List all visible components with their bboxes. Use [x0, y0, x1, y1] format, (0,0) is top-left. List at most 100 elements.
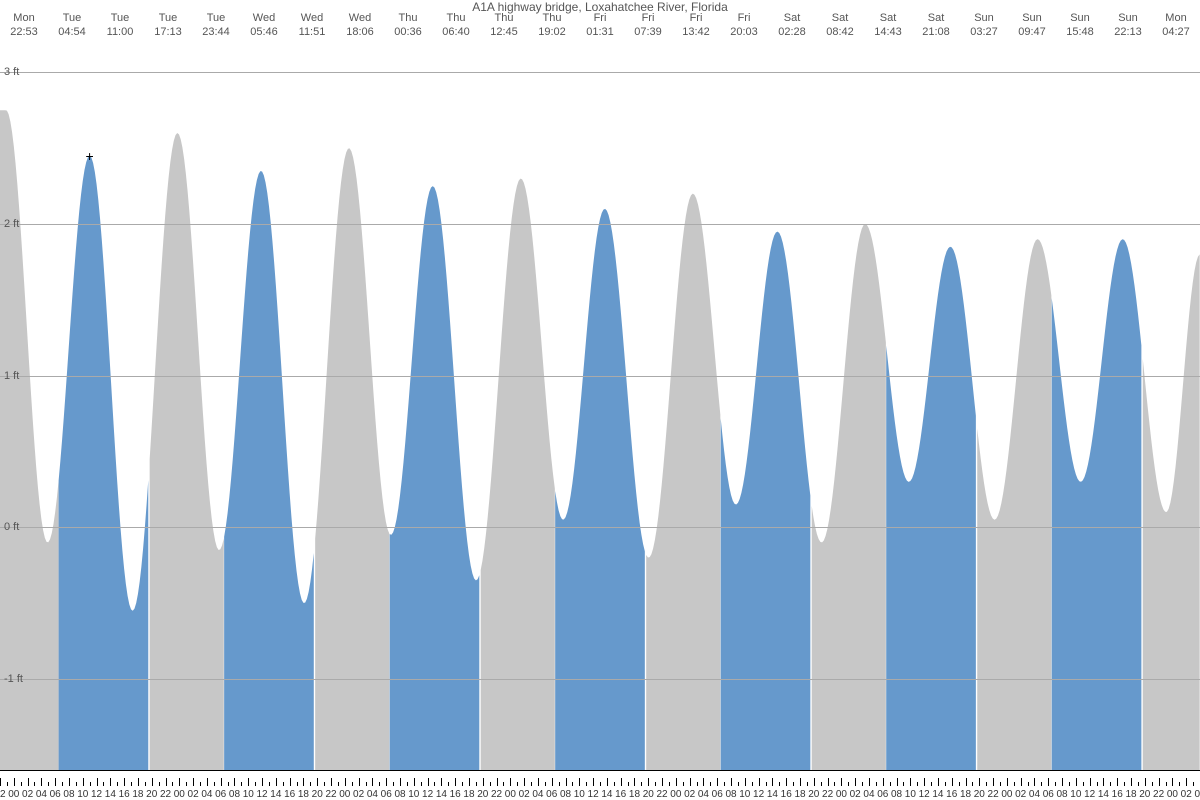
x-minor-tick [448, 782, 449, 786]
x-major-tick [745, 778, 746, 786]
x-major-tick [221, 778, 222, 786]
x-minor-tick [1152, 782, 1153, 786]
x-minor-tick [366, 782, 367, 786]
x-axis-baseline [0, 770, 1200, 771]
x-tick-label: 00 [1167, 789, 1178, 800]
gridline [0, 527, 1200, 528]
x-major-tick [841, 778, 842, 786]
x-tick-label: 10 [77, 789, 88, 800]
x-tick-label: 14 [270, 789, 281, 800]
x-tick-label: 08 [1057, 789, 1068, 800]
x-major-tick [759, 778, 760, 786]
header-day-cell: Mon [1152, 12, 1200, 24]
x-tick-label: 20 [312, 789, 323, 800]
x-minor-tick [959, 782, 960, 786]
x-tick-label: 06 [546, 789, 557, 800]
x-minor-tick [283, 782, 284, 786]
x-tick-label: 02 [188, 789, 199, 800]
y-tick-label: 1 ft [4, 370, 19, 382]
x-minor-tick [600, 782, 601, 786]
x-minor-tick [200, 782, 201, 786]
x-tick-label: 02 [1181, 789, 1192, 800]
x-minor-tick [876, 782, 877, 786]
header-times-row: 22:5304:5411:0017:1323:4405:4611:5118:06… [0, 26, 1200, 38]
header-day-cell: Sun [960, 12, 1008, 24]
x-tick-label: 18 [629, 789, 640, 800]
header-days-row: MonTueTueTueTueWedWedWedThuThuThuThuFriF… [0, 12, 1200, 24]
x-tick-label: 18 [1125, 789, 1136, 800]
x-major-tick [1145, 778, 1146, 786]
x-minor-tick [324, 782, 325, 786]
x-minor-tick [117, 782, 118, 786]
x-minor-tick [48, 782, 49, 786]
x-tick-label: 20 [1139, 789, 1150, 800]
x-major-tick [469, 778, 470, 786]
x-minor-tick [1097, 782, 1098, 786]
x-major-tick [510, 778, 511, 786]
gridline [0, 679, 1200, 680]
header-day-cell: Thu [528, 12, 576, 24]
x-major-tick [455, 778, 456, 786]
x-tick-label: 10 [905, 789, 916, 800]
x-major-tick [966, 778, 967, 786]
x-tick-label: 00 [836, 789, 847, 800]
x-major-tick [731, 778, 732, 786]
x-major-tick [303, 778, 304, 786]
header-day-cell: Thu [480, 12, 528, 24]
header-day-cell: Sat [864, 12, 912, 24]
x-tick-label: 12 [753, 789, 764, 800]
x-tick-label: 04 [367, 789, 378, 800]
x-major-tick [786, 778, 787, 786]
x-major-tick [703, 778, 704, 786]
x-major-tick [648, 778, 649, 786]
x-major-tick [538, 778, 539, 786]
x-major-tick [317, 778, 318, 786]
header-time-cell: 17:13 [144, 26, 192, 38]
x-major-tick [979, 778, 980, 786]
x-minor-tick [683, 782, 684, 786]
x-major-tick [676, 778, 677, 786]
x-minor-tick [297, 782, 298, 786]
x-major-tick [1090, 778, 1091, 786]
x-tick-label: 02 [1015, 789, 1026, 800]
x-tick-label: 04 [698, 789, 709, 800]
x-tick-label: 22 [491, 789, 502, 800]
header-time-cell: 01:31 [576, 26, 624, 38]
y-tick-label: 2 ft [4, 218, 19, 230]
x-major-tick [1159, 778, 1160, 786]
y-tick-label: 0 ft [4, 521, 19, 533]
x-minor-tick [945, 782, 946, 786]
header-day-cell: Sun [1104, 12, 1152, 24]
x-tick-label: 04 [36, 789, 47, 800]
x-minor-tick [614, 782, 615, 786]
x-tick-label: 12 [91, 789, 102, 800]
x-major-tick [400, 778, 401, 786]
header-day-cell: Fri [672, 12, 720, 24]
x-minor-tick [214, 782, 215, 786]
x-minor-tick [1055, 782, 1056, 786]
header-day-cell: Mon [0, 12, 48, 24]
header-time-cell: 20:03 [720, 26, 768, 38]
header-time-cell: 15:48 [1056, 26, 1104, 38]
x-major-tick [869, 778, 870, 786]
header-day-cell: Fri [624, 12, 672, 24]
x-minor-tick [862, 782, 863, 786]
x-major-tick [28, 778, 29, 786]
y-tick-label: -1 ft [4, 673, 23, 685]
x-minor-tick [103, 782, 104, 786]
x-major-tick [138, 778, 139, 786]
header-day-cell: Sun [1008, 12, 1056, 24]
x-tick-label: 00 [174, 789, 185, 800]
x-major-tick [55, 778, 56, 786]
header-time-cell: 11:51 [288, 26, 336, 38]
x-tick-label: 00 [339, 789, 350, 800]
header-day-cell: Sat [816, 12, 864, 24]
x-major-tick [248, 778, 249, 786]
x-minor-tick [186, 782, 187, 786]
x-minor-tick [76, 782, 77, 786]
x-minor-tick [310, 782, 311, 786]
x-major-tick [1186, 778, 1187, 786]
x-major-tick [1076, 778, 1077, 786]
x-tick-label: 06 [215, 789, 226, 800]
x-minor-tick [255, 782, 256, 786]
